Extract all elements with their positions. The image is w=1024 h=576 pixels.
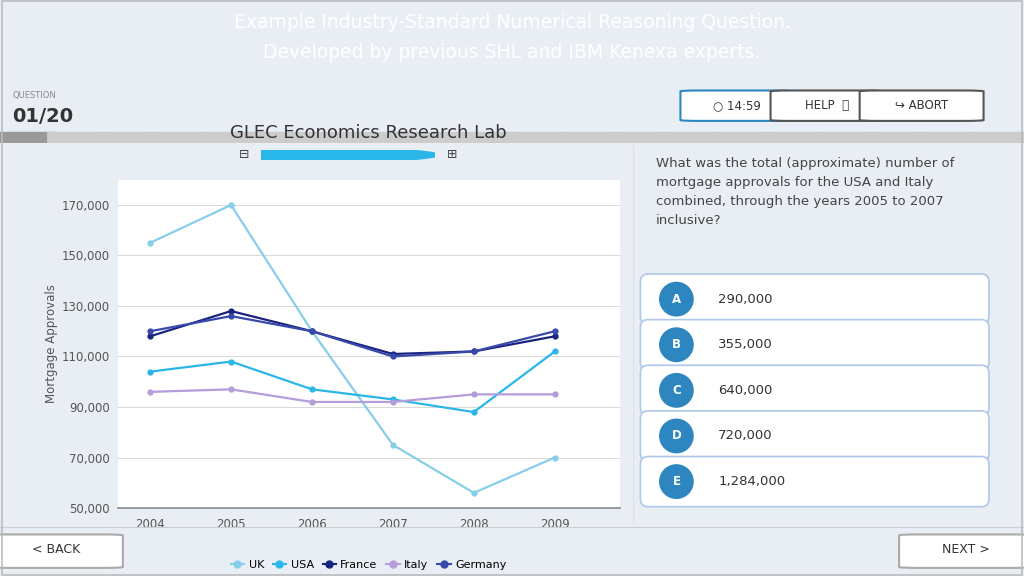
Italy	[468, 391, 480, 398]
Text: C: C	[672, 384, 681, 397]
FancyBboxPatch shape	[640, 320, 989, 370]
France	[306, 328, 318, 335]
Circle shape	[659, 419, 693, 453]
FancyBboxPatch shape	[457, 132, 516, 143]
France	[225, 308, 238, 314]
France	[468, 348, 480, 355]
Line: UK: UK	[147, 203, 557, 495]
Text: 640,000: 640,000	[718, 384, 772, 397]
Text: B: B	[672, 338, 681, 351]
Line: France: France	[147, 309, 557, 357]
UK	[144, 240, 157, 247]
Text: E: E	[673, 475, 680, 488]
FancyBboxPatch shape	[764, 132, 823, 143]
Line: USA: USA	[147, 349, 557, 415]
FancyBboxPatch shape	[680, 90, 795, 121]
FancyBboxPatch shape	[508, 132, 567, 143]
Germany	[225, 313, 238, 320]
USA	[387, 396, 399, 403]
Text: 01/20: 01/20	[12, 107, 74, 126]
USA	[144, 368, 157, 375]
Italy	[549, 391, 561, 398]
Text: ⊟: ⊟	[239, 149, 249, 161]
USA	[468, 408, 480, 415]
FancyBboxPatch shape	[640, 365, 989, 415]
UK	[387, 441, 399, 448]
Text: < BACK: < BACK	[32, 543, 81, 556]
Text: HELP  ⓘ: HELP ⓘ	[805, 99, 850, 112]
Germany	[387, 353, 399, 360]
FancyBboxPatch shape	[259, 153, 437, 158]
FancyBboxPatch shape	[354, 132, 414, 143]
FancyBboxPatch shape	[252, 132, 311, 143]
Text: NEXT >: NEXT >	[942, 543, 989, 556]
Circle shape	[125, 147, 438, 163]
FancyBboxPatch shape	[201, 132, 260, 143]
FancyBboxPatch shape	[610, 132, 670, 143]
FancyBboxPatch shape	[98, 132, 158, 143]
Italy	[306, 399, 318, 406]
Title: GLEC Economics Research Lab: GLEC Economics Research Lab	[230, 124, 507, 142]
FancyBboxPatch shape	[860, 90, 983, 121]
Text: D: D	[672, 430, 681, 442]
Text: 290,000: 290,000	[718, 293, 772, 306]
FancyBboxPatch shape	[303, 132, 362, 143]
Italy	[144, 388, 157, 395]
Text: 720,000: 720,000	[718, 430, 773, 442]
Italy	[387, 399, 399, 406]
Legend: UK, USA, France, Italy, Germany: UK, USA, France, Italy, Germany	[226, 556, 511, 575]
FancyBboxPatch shape	[640, 411, 989, 461]
Circle shape	[659, 374, 693, 407]
FancyBboxPatch shape	[918, 132, 977, 143]
FancyBboxPatch shape	[0, 535, 123, 568]
France	[387, 351, 399, 358]
FancyBboxPatch shape	[640, 274, 989, 324]
Text: Example Industry-Standard Numerical Reasoning Question.
Developed by previous SH: Example Industry-Standard Numerical Reas…	[233, 13, 791, 62]
France	[144, 333, 157, 340]
UK	[306, 328, 318, 335]
FancyBboxPatch shape	[899, 535, 1024, 568]
UK	[549, 454, 561, 461]
Circle shape	[659, 465, 693, 498]
USA	[306, 386, 318, 393]
FancyBboxPatch shape	[150, 132, 209, 143]
UK	[225, 202, 238, 209]
Germany	[468, 348, 480, 355]
France	[549, 333, 561, 340]
Text: ↪ ABORT: ↪ ABORT	[895, 99, 948, 112]
FancyBboxPatch shape	[771, 90, 885, 121]
Germany	[549, 328, 561, 335]
Text: 355,000: 355,000	[718, 338, 773, 351]
Y-axis label: Mortgage Approvals: Mortgage Approvals	[45, 285, 57, 403]
FancyBboxPatch shape	[866, 132, 926, 143]
Text: ○ 14:59: ○ 14:59	[714, 99, 761, 112]
Italy	[225, 386, 238, 393]
Text: 1,284,000: 1,284,000	[718, 475, 785, 488]
Circle shape	[659, 282, 693, 316]
FancyBboxPatch shape	[969, 132, 1024, 143]
Text: ⊞: ⊞	[447, 149, 458, 161]
Text: What was the total (approximate) number of
mortgage approvals for the USA and It: What was the total (approximate) number …	[655, 157, 954, 226]
Germany	[144, 328, 157, 335]
UK	[468, 490, 480, 497]
FancyBboxPatch shape	[662, 132, 721, 143]
USA	[549, 348, 561, 355]
Text: A: A	[672, 293, 681, 306]
Text: QUESTION: QUESTION	[12, 90, 56, 100]
FancyBboxPatch shape	[559, 132, 618, 143]
FancyBboxPatch shape	[713, 132, 772, 143]
USA	[225, 358, 238, 365]
FancyBboxPatch shape	[406, 132, 465, 143]
FancyBboxPatch shape	[0, 132, 55, 143]
Line: Italy: Italy	[147, 387, 557, 404]
FancyBboxPatch shape	[640, 457, 989, 507]
FancyBboxPatch shape	[815, 132, 874, 143]
Germany	[306, 328, 318, 335]
FancyBboxPatch shape	[47, 132, 106, 143]
Circle shape	[659, 328, 693, 362]
Line: Germany: Germany	[147, 314, 557, 359]
